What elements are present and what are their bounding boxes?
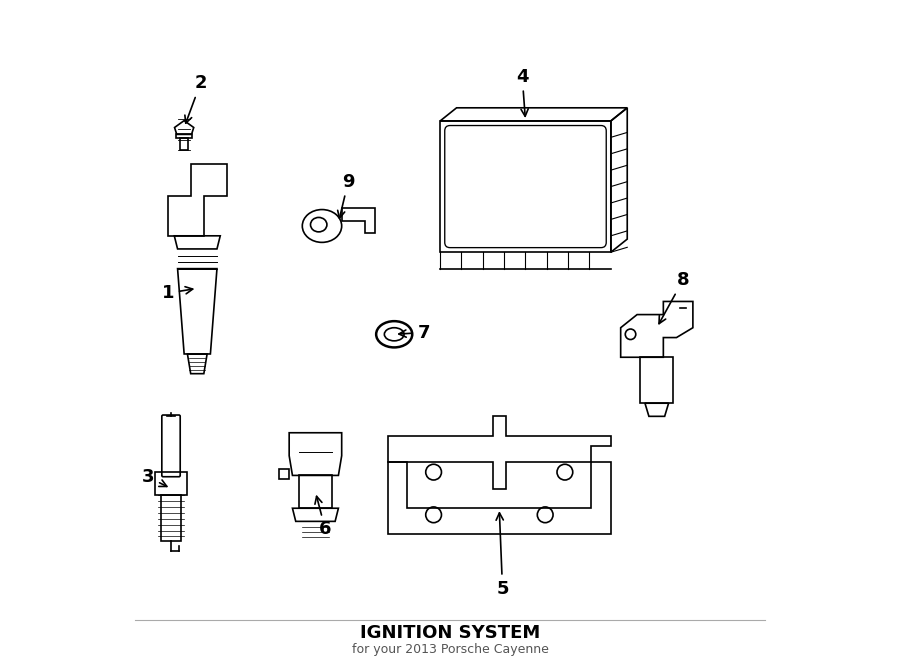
Text: 7: 7 bbox=[399, 324, 430, 342]
Text: 5: 5 bbox=[496, 513, 508, 598]
Text: 2: 2 bbox=[184, 74, 207, 123]
Text: 4: 4 bbox=[516, 68, 528, 117]
Text: 8: 8 bbox=[659, 271, 689, 324]
Text: for your 2013 Porsche Cayenne: for your 2013 Porsche Cayenne bbox=[352, 643, 548, 656]
Text: 1: 1 bbox=[161, 284, 193, 302]
Text: 3: 3 bbox=[142, 468, 166, 487]
Text: 9: 9 bbox=[338, 173, 355, 218]
Text: IGNITION SYSTEM: IGNITION SYSTEM bbox=[360, 624, 540, 642]
Text: 6: 6 bbox=[315, 496, 331, 538]
